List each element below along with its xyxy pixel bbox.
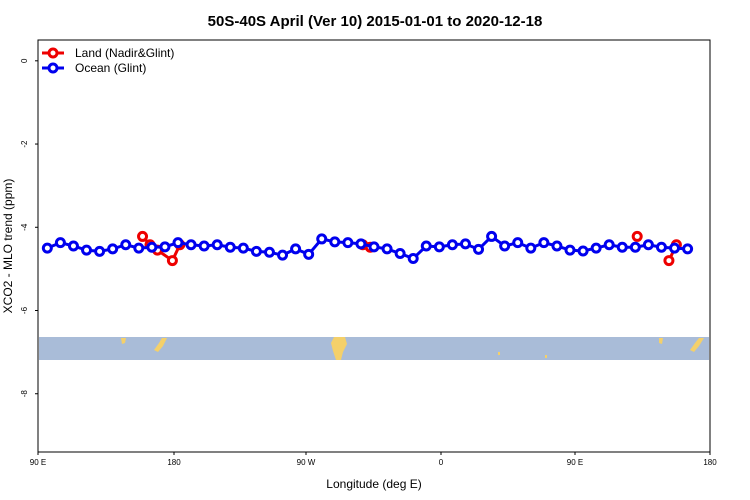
data-point [381, 243, 393, 255]
x-tick-label: 90 E [30, 458, 46, 467]
data-point [277, 249, 289, 261]
map-land [545, 355, 547, 358]
y-axis-label: XCO2 - MLO trend (ppm) [1, 179, 15, 314]
data-point [564, 244, 576, 256]
x-axis-ticks: 90 E 180 90 W 0 90 E 180 [30, 452, 717, 467]
data-point [355, 238, 367, 250]
data-point [316, 233, 328, 245]
data-point [551, 240, 563, 252]
data-point [94, 245, 106, 257]
data-point [512, 237, 524, 249]
map-land [498, 352, 500, 355]
data-point [642, 239, 654, 251]
data-point [263, 246, 275, 258]
data-point [237, 242, 249, 254]
data-point [81, 244, 93, 256]
chart-title: 50S-40S April (Ver 10) 2015-01-01 to 202… [208, 13, 543, 30]
legend: Land (Nadir&Glint)Ocean (Glint) [42, 46, 174, 75]
legend-marker [47, 62, 59, 74]
data-point [446, 239, 458, 251]
legend-marker [47, 47, 59, 59]
data-point [590, 242, 602, 254]
map-ocean [39, 337, 709, 360]
legend-item: Land (Nadir&Glint) [42, 46, 174, 60]
data-point [577, 245, 589, 257]
x-tick-label: 90 W [297, 458, 316, 467]
data-point [669, 242, 681, 254]
map-land [331, 337, 347, 360]
map-land [154, 338, 167, 352]
data-point [525, 242, 537, 254]
x-tick-label: 180 [167, 458, 181, 467]
data-point [655, 241, 667, 253]
data-point [342, 237, 354, 249]
data-point [303, 248, 315, 260]
data-point [329, 236, 341, 248]
y-tick-label: -8 [20, 390, 29, 398]
legend-item: Ocean (Glint) [42, 61, 146, 75]
data-point [499, 240, 511, 252]
data-point [185, 239, 197, 251]
map-land [690, 338, 704, 352]
data-point [54, 237, 66, 249]
x-axis-label: Longitude (deg E) [326, 477, 421, 491]
data-point [224, 241, 236, 253]
plot-frame [37, 39, 711, 453]
x-tick-label: 180 [703, 458, 717, 467]
data-point [159, 241, 171, 253]
y-tick-label: -4 [20, 223, 29, 231]
data-point [433, 241, 445, 253]
data-point [368, 241, 380, 253]
data-point [603, 239, 615, 251]
data-point [133, 242, 145, 254]
data-point [486, 230, 498, 242]
data-point [629, 241, 641, 253]
data-point [616, 241, 628, 253]
data-point [538, 237, 550, 249]
data-point [107, 243, 119, 255]
map-land [659, 338, 663, 344]
y-tick-label: 0 [20, 58, 29, 63]
data-point [120, 239, 132, 251]
data-point [67, 240, 79, 252]
x-tick-label: 0 [439, 458, 444, 467]
data-point [473, 243, 485, 255]
data-point [290, 243, 302, 255]
y-tick-label: -2 [20, 140, 29, 148]
data-point [146, 241, 158, 253]
series-ocean-glint- [41, 230, 694, 264]
y-tick-label: -6 [20, 306, 29, 314]
legend-label: Ocean (Glint) [75, 61, 146, 75]
data-point [198, 240, 210, 252]
data-point [394, 247, 406, 259]
map-land [121, 338, 126, 344]
data-point [211, 239, 223, 251]
data-point [407, 252, 419, 264]
data-point [172, 237, 184, 249]
data-point [631, 230, 643, 242]
series-layer [41, 230, 694, 267]
data-point [420, 240, 432, 252]
data-point [250, 245, 262, 257]
inset-map [39, 337, 709, 360]
data-point [137, 230, 149, 242]
legend-label: Land (Nadir&Glint) [75, 46, 174, 60]
x-tick-label: 90 E [567, 458, 583, 467]
y-axis-ticks: 0 -2 -4 -6 -8 [20, 58, 38, 397]
data-point [663, 255, 675, 267]
data-point [41, 242, 53, 254]
data-point [682, 243, 694, 255]
data-point [166, 255, 178, 267]
data-point [459, 238, 471, 250]
